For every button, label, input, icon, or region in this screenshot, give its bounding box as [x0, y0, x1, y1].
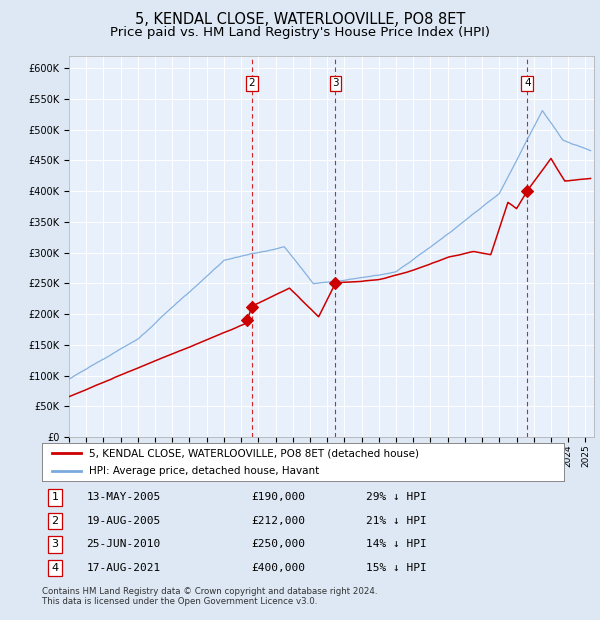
Text: 3: 3 [52, 539, 59, 549]
Text: Price paid vs. HM Land Registry's House Price Index (HPI): Price paid vs. HM Land Registry's House … [110, 26, 490, 38]
Point [523, 186, 532, 196]
Text: HPI: Average price, detached house, Havant: HPI: Average price, detached house, Hava… [89, 466, 319, 476]
Text: 2: 2 [52, 516, 59, 526]
Point [242, 316, 252, 326]
Text: 19-AUG-2005: 19-AUG-2005 [86, 516, 161, 526]
Text: 29% ↓ HPI: 29% ↓ HPI [365, 492, 427, 502]
Text: 2: 2 [248, 79, 255, 89]
Text: 4: 4 [52, 563, 59, 573]
Text: £400,000: £400,000 [251, 563, 305, 573]
Text: 17-AUG-2021: 17-AUG-2021 [86, 563, 161, 573]
Text: £212,000: £212,000 [251, 516, 305, 526]
Text: 14% ↓ HPI: 14% ↓ HPI [365, 539, 427, 549]
Text: 15% ↓ HPI: 15% ↓ HPI [365, 563, 427, 573]
Text: 13-MAY-2005: 13-MAY-2005 [86, 492, 161, 502]
Text: 4: 4 [524, 79, 530, 89]
Text: 25-JUN-2010: 25-JUN-2010 [86, 539, 161, 549]
Text: 21% ↓ HPI: 21% ↓ HPI [365, 516, 427, 526]
Text: £250,000: £250,000 [251, 539, 305, 549]
Point [247, 302, 257, 312]
Text: 5, KENDAL CLOSE, WATERLOOVILLE, PO8 8ET: 5, KENDAL CLOSE, WATERLOOVILLE, PO8 8ET [135, 12, 465, 27]
Text: £190,000: £190,000 [251, 492, 305, 502]
Text: Contains HM Land Registry data © Crown copyright and database right 2024.
This d: Contains HM Land Registry data © Crown c… [42, 587, 377, 606]
Text: 3: 3 [332, 79, 339, 89]
Text: 5, KENDAL CLOSE, WATERLOOVILLE, PO8 8ET (detached house): 5, KENDAL CLOSE, WATERLOOVILLE, PO8 8ET … [89, 448, 419, 458]
Text: 1: 1 [52, 492, 59, 502]
Point [331, 278, 340, 288]
